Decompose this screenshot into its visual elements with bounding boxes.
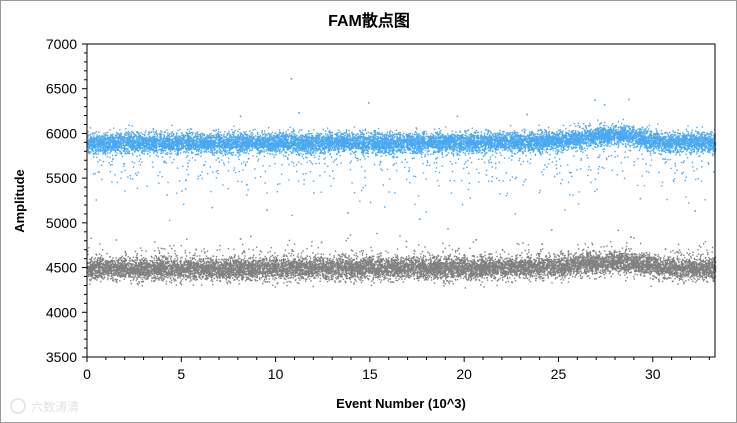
- series-2-points: [87, 228, 717, 289]
- x-tick-label: 15: [362, 366, 378, 382]
- x-tick-label: 10: [268, 366, 284, 382]
- x-tick-label: 25: [551, 366, 567, 382]
- y-axis-label: Amplitude: [12, 169, 27, 233]
- x-tick-label: 0: [83, 366, 91, 382]
- y-tick-label: 4500: [46, 260, 77, 276]
- axis-ticks: 0 5 10 15 20 25 30 3500 4000 4500 5000 5500 6000 6500…: [46, 36, 710, 382]
- watermark-logo: 六数涛清: [10, 398, 79, 414]
- series-1-points: [87, 78, 717, 231]
- y-tick-label: 5500: [46, 170, 77, 186]
- y-tick-label: 6000: [46, 125, 77, 141]
- y-tick-label: 6500: [46, 81, 77, 97]
- y-tick-label: 5000: [46, 215, 77, 231]
- series-2-markers: [87, 228, 717, 289]
- x-tick-label: 30: [645, 366, 661, 382]
- y-tick-label: 4000: [46, 304, 77, 320]
- watermark-logo-icon: [10, 398, 26, 414]
- plot-area: [87, 78, 717, 289]
- plot-frame: [86, 43, 716, 358]
- series-1-markers: [87, 78, 717, 231]
- y-tick-label: 7000: [46, 36, 77, 52]
- watermark-text: 六数涛清: [31, 399, 79, 414]
- y-tick-label: 3500: [46, 349, 77, 365]
- x-tick-label: 5: [177, 366, 185, 382]
- x-axis-label: Event Number (10^3): [336, 396, 466, 411]
- x-tick-label: 20: [456, 366, 472, 382]
- chart-title: FAM散点图: [328, 11, 410, 30]
